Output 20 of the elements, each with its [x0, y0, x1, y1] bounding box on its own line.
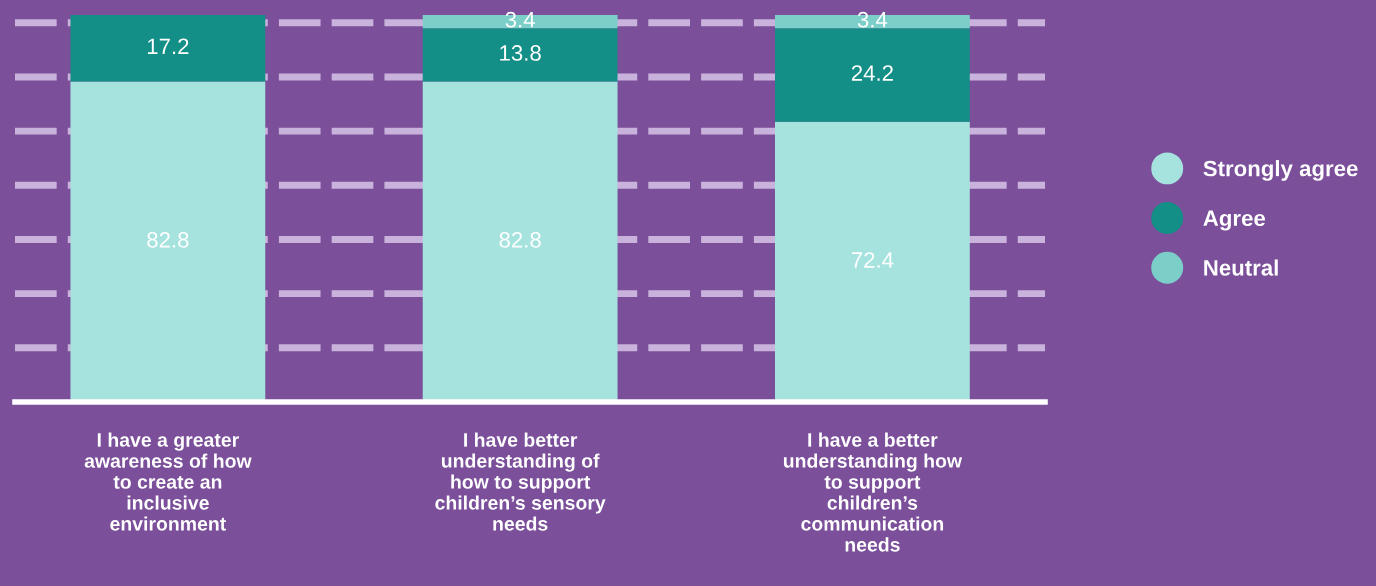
data-label: 3.4: [505, 11, 535, 28]
bar: [774, 28, 970, 122]
legend-label: Strongly agree: [1203, 160, 1358, 181]
data-label: 13.8: [500, 45, 541, 61]
data-label: 3.4: [857, 11, 888, 28]
data-label: 72.4: [851, 252, 894, 268]
bar: [70, 81, 266, 402]
x-tick-label: I have a better understanding how to support children’s communication needs: [783, 432, 963, 552]
bar: [422, 28, 618, 82]
data-label: 82.8: [147, 232, 189, 248]
x-tick-label: I have a greater awareness of how to create an inclusive environment: [84, 432, 252, 531]
legend-label: Agree: [1203, 210, 1266, 231]
data-label: 24.2: [851, 65, 893, 81]
x-tick-label: I have better understanding of how to support children’s sensory needs: [435, 432, 606, 531]
bar: [422, 81, 618, 402]
legend-label: Neutral: [1204, 259, 1278, 276]
data-label: 82.8: [499, 232, 541, 248]
data-label: 17.2: [147, 38, 189, 55]
bar: [774, 121, 970, 402]
bar: [70, 15, 266, 82]
